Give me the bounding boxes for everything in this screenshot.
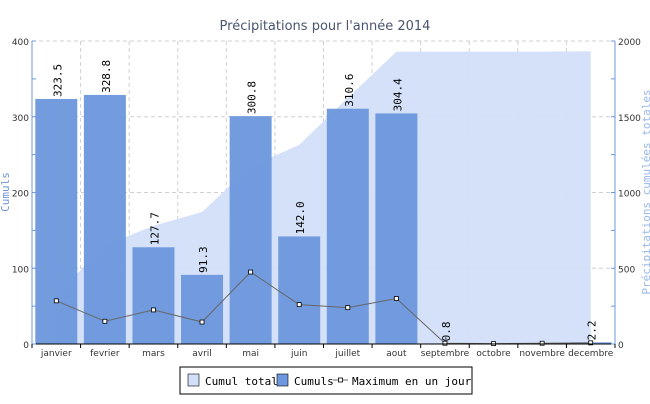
bar-label: 304.4 xyxy=(391,78,404,111)
point-maximum xyxy=(248,269,254,275)
point-maximum xyxy=(345,305,351,311)
legend-label-cumuls: Cumuls xyxy=(294,375,334,388)
y2-tick-label: 500 xyxy=(618,265,635,275)
y-tick-label: 100 xyxy=(12,265,29,275)
bar-mai xyxy=(229,116,272,344)
y2-tick-label: 2000 xyxy=(618,38,641,48)
x-tick-label: novembre xyxy=(519,349,565,359)
x-tick-label: juin xyxy=(290,349,307,359)
legend-swatch-cumuls xyxy=(276,373,289,387)
x-tick-label: octobre xyxy=(476,349,511,359)
point-maximum xyxy=(199,319,205,325)
bar-label: 142.0 xyxy=(294,201,307,234)
point-maximum xyxy=(296,302,302,308)
bar-label: 127.7 xyxy=(148,212,161,245)
x-tick-label: decembre xyxy=(568,349,614,359)
bar-label: 323.5 xyxy=(51,64,64,97)
point-maximum xyxy=(442,340,448,346)
y-tick-label: 0 xyxy=(23,341,29,351)
area-cumul-total xyxy=(56,51,591,344)
bar-label: 328.8 xyxy=(100,60,113,93)
bar-fevrier xyxy=(83,94,126,345)
x-tick-label: juillet xyxy=(334,349,360,359)
x-tick-label: fevrier xyxy=(90,349,120,359)
bar-label: 0.8 xyxy=(440,322,453,342)
y-tick-label: 300 xyxy=(12,114,29,124)
y-tick-label: 400 xyxy=(12,38,29,48)
y2-tick-label: 1500 xyxy=(618,114,641,124)
bar-avril xyxy=(181,274,224,344)
bar-aout xyxy=(375,113,418,345)
y-tick-label: 200 xyxy=(12,190,29,200)
x-tick-label: mars xyxy=(142,349,165,359)
x-tick-label: avril xyxy=(192,349,212,359)
bar-label: 310.6 xyxy=(343,74,356,107)
x-tick-label: mai xyxy=(242,349,259,359)
point-maximum xyxy=(53,298,59,304)
x-tick-label: janvier xyxy=(40,349,72,359)
point-maximum xyxy=(151,307,156,313)
x-tick-label: septembre xyxy=(421,349,470,359)
point-maximum xyxy=(588,340,594,346)
legend: Cumul total Cumuls Maximum en un jour xyxy=(179,366,473,395)
bar-label: 91.3 xyxy=(197,246,210,273)
bar-label: 300.8 xyxy=(246,81,259,114)
point-maximum xyxy=(393,296,399,301)
point-maximum xyxy=(539,340,545,346)
y2-tick-label: 1000 xyxy=(618,190,641,200)
legend-label-cumul-total: Cumul total xyxy=(205,375,278,388)
bar-label: 2.2 xyxy=(586,320,599,340)
chart-title: Précipitations pour l'année 2014 xyxy=(220,19,431,34)
point-maximum xyxy=(102,318,108,324)
y2-tick-label: 0 xyxy=(618,341,624,351)
bar-mars xyxy=(132,247,175,344)
bar-juin xyxy=(278,236,321,344)
legend-label-max: Maximum en un jour xyxy=(352,375,472,388)
legend-swatch-cumul-total xyxy=(187,373,200,387)
x-tick-label: aout xyxy=(386,349,407,359)
y-axis-label: Cumuls xyxy=(0,172,12,212)
y2-axis-label: Précipitations cumulées totales xyxy=(640,89,650,294)
